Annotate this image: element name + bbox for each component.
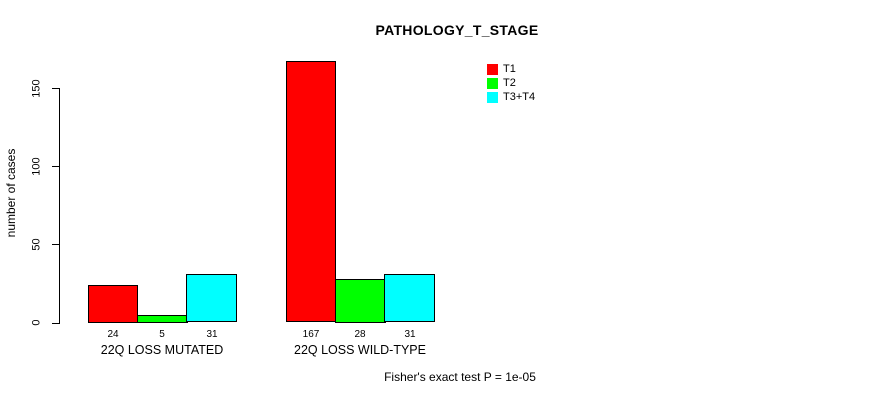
bar-t1-wild-type xyxy=(286,61,336,322)
y-tick-mark xyxy=(52,244,60,245)
t3t4-color-swatch-icon xyxy=(487,91,498,103)
legend-label-t2: T2 xyxy=(503,77,516,89)
legend-item-t3t4: T3+T4 xyxy=(487,90,535,104)
y-tick-mark xyxy=(52,323,60,324)
bar-t3t4-mutated xyxy=(186,274,237,322)
y-tick-label: 0 xyxy=(30,319,43,326)
legend-item-t1: T1 xyxy=(487,62,535,76)
category-label: 22Q LOSS WILD-TYPE xyxy=(294,343,426,357)
fisher-test-annotation: Fisher's exact test P = 1e-05 xyxy=(384,370,536,384)
bar-value-label: 24 xyxy=(107,329,119,340)
bar-t2-mutated xyxy=(137,315,188,323)
y-tick-mark xyxy=(52,166,60,167)
bar-value-label: 167 xyxy=(302,329,320,340)
y-tick-label: 50 xyxy=(30,238,43,251)
bar-t2-wild-type xyxy=(335,279,386,323)
y-axis-label: number of cases xyxy=(4,148,18,238)
bar-value-label: 28 xyxy=(354,329,366,340)
bar-value-label: 5 xyxy=(159,329,165,340)
bar-value-label: 31 xyxy=(404,329,416,340)
bar-t1-mutated xyxy=(88,285,138,323)
t2-color-swatch-icon xyxy=(487,77,498,89)
t1-color-swatch-icon xyxy=(487,63,498,75)
y-tick-label: 150 xyxy=(30,79,43,98)
bar-t3t4-wild-type xyxy=(384,274,435,322)
legend: T1 T2 T3+T4 xyxy=(487,62,535,104)
legend-item-t2: T2 xyxy=(487,76,535,90)
category-label: 22Q LOSS MUTATED xyxy=(100,343,224,357)
y-axis-line xyxy=(59,88,60,323)
legend-label-t3t4: T3+T4 xyxy=(503,91,536,103)
bar-value-label: 31 xyxy=(206,329,218,340)
y-tick-mark xyxy=(52,88,60,89)
chart-title: PATHOLOGY_T_STAGE xyxy=(375,22,539,38)
y-tick-label: 100 xyxy=(30,157,43,176)
legend-label-t1: T1 xyxy=(503,63,516,75)
